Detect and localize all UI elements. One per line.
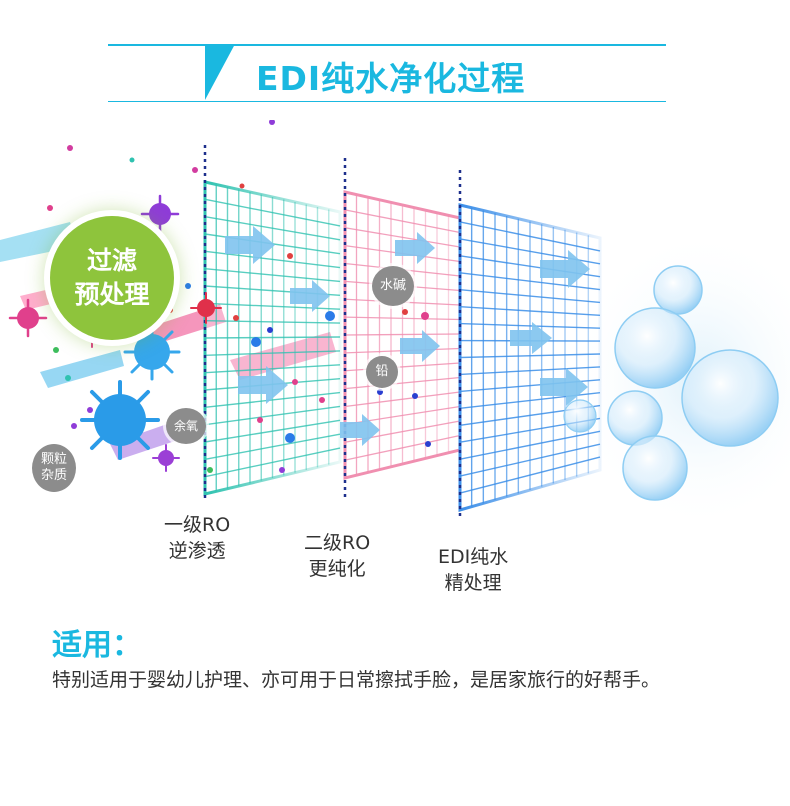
grid-line: [204, 433, 341, 461]
grid-line: [204, 364, 341, 374]
purple-virus-icon: [140, 194, 180, 234]
stage-2-name: 二级RO: [304, 532, 371, 554]
flow-arrow-icon: [400, 330, 440, 362]
lead-tag: 铅: [366, 356, 398, 388]
small-virus-icon: [325, 311, 335, 321]
particles-tag-line1: 颗粒: [40, 452, 67, 467]
grid-line: [204, 250, 341, 269]
flow-arrow-icon: [510, 322, 552, 354]
grid-line: [204, 336, 341, 339]
grid-line: [344, 434, 461, 461]
grid-line: [344, 316, 461, 321]
purple-virus-icon: [152, 444, 180, 472]
page-title: EDI纯水净化过程: [256, 59, 526, 98]
usage-title: 适用：: [52, 628, 142, 663]
stage-2-label: 二级RO 更纯化: [304, 530, 370, 582]
small-virus-icon: [285, 433, 295, 443]
grid-line: [344, 391, 461, 408]
grid-line: [344, 333, 461, 336]
header-top-line: [108, 44, 666, 46]
grid-line: [344, 376, 461, 390]
pre-filter-badge: 过滤 预处理: [50, 216, 174, 340]
small-virus-icon: [251, 337, 261, 347]
grid-line: [459, 430, 601, 460]
flow-arrows: [225, 226, 590, 446]
flow-arrow-icon: [238, 366, 288, 404]
bubble: [563, 399, 597, 433]
flow-arrow-icon: [540, 250, 590, 288]
grid-line: [459, 366, 601, 376]
grid-line: [344, 362, 461, 372]
stage-2-desc: 更纯化: [308, 558, 366, 580]
stage-1-label: 一级RO 逆渗透: [164, 512, 230, 564]
pink-virus-icon: [8, 298, 48, 338]
header-accent-triangle: [205, 44, 235, 100]
header-bottom-line: [108, 100, 666, 102]
pre-filter-line2: 预处理: [74, 280, 150, 309]
bubble: [681, 349, 779, 447]
purification-illustration: [0, 120, 790, 530]
grid-line: [204, 447, 341, 478]
flow-arrow-icon: [540, 368, 588, 406]
water-bubbles: [563, 265, 779, 501]
grid-line: [204, 350, 341, 357]
grid-line: [459, 221, 601, 252]
grid-line: [204, 198, 341, 227]
usage-description: 特别适用于婴幼儿护理、亦可用于日常擦拭手脸，是居家旅行的好帮手。: [52, 669, 661, 691]
stage-1-name: 一级RO: [164, 514, 231, 536]
section-header: EDI纯水净化过程: [108, 44, 666, 102]
grid-line: [204, 215, 341, 241]
grid-line: [459, 456, 601, 494]
scale-tag: 水碱: [372, 266, 414, 306]
grid-line: [204, 391, 341, 409]
pre-filter-line1: 过滤: [86, 246, 137, 275]
bubble: [614, 307, 696, 389]
grid-line: [344, 227, 461, 248]
grid-line: [204, 419, 341, 443]
bubble: [653, 265, 703, 315]
stage-3-filter-grid: [458, 170, 602, 520]
stage-2-filter-grid: [343, 158, 462, 500]
grid-line: [204, 267, 341, 283]
small-virus-icon: [421, 312, 429, 320]
particles-tag: 颗粒 杂质: [32, 444, 76, 492]
particle-dots: [47, 120, 431, 473]
flow-arrow-icon: [340, 414, 380, 446]
grid-line: [459, 353, 601, 359]
grid-line: [204, 405, 341, 426]
blue-virus-icon: [80, 380, 160, 460]
flow-arrow-icon: [290, 280, 330, 312]
flow-arrow-icon: [225, 226, 275, 264]
flow-arrow-icon: [395, 232, 435, 264]
stage-1-filter-grid: [203, 145, 342, 500]
grid-line: [459, 443, 601, 477]
residual-ozone-tag: 余氧: [166, 408, 206, 444]
stage-3-desc: 精处理: [444, 572, 502, 594]
grid-line: [459, 305, 601, 317]
grid-line: [204, 319, 341, 324]
stage-1-desc: 逆渗透: [168, 540, 226, 562]
grid-line: [459, 289, 601, 304]
grid-line: [344, 209, 461, 234]
red-virus-icon: [190, 292, 222, 324]
grid-line: [459, 272, 601, 291]
stage-3-name: EDI纯水: [438, 546, 509, 568]
grid-line: [459, 322, 601, 329]
stage-3-label: EDI纯水 精处理: [438, 544, 508, 596]
particles-tag-line2: 杂质: [40, 468, 67, 483]
bubble: [622, 435, 688, 501]
grid-line: [204, 302, 341, 310]
